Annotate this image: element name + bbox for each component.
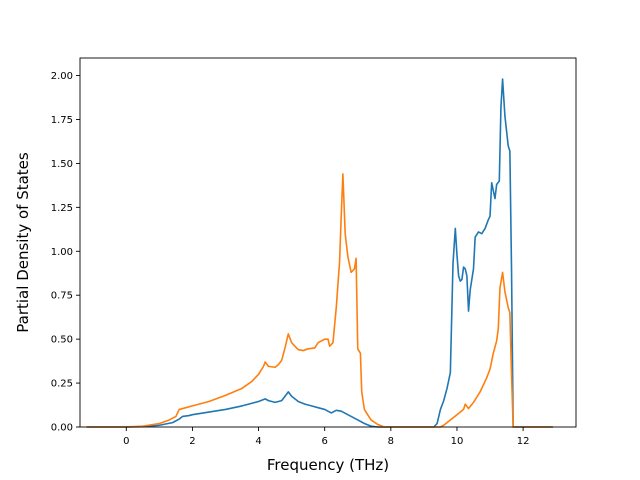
- x-tick-label: 2: [189, 436, 195, 447]
- y-axis-ticks: 0.00 0.25 0.50 0.75 1.00 1.25 1.50 1.75 2.00: [51, 71, 80, 434]
- y-tick-label: 0.75: [51, 291, 73, 302]
- x-axis-label: Frequency (THz): [267, 456, 389, 474]
- x-tick-label: 6: [322, 436, 328, 447]
- x-axis-ticks: 0 2 4 6 8 10 12: [123, 427, 529, 447]
- y-tick-label: 1.75: [51, 115, 73, 126]
- y-tick-label: 1.25: [51, 203, 73, 214]
- y-tick-label: 1.50: [51, 159, 73, 170]
- y-tick-label: 0.00: [51, 423, 73, 434]
- x-tick-label: 4: [255, 436, 261, 447]
- x-tick-label: 10: [451, 436, 464, 447]
- x-tick-label: 8: [388, 436, 394, 447]
- y-tick-label: 0.50: [51, 335, 73, 346]
- x-tick-label: 12: [517, 436, 530, 447]
- y-axis-label: Partial Density of States: [14, 152, 32, 333]
- x-tick-label: 0: [123, 436, 129, 447]
- y-tick-label: 2.00: [51, 71, 73, 82]
- series-line-2: [86, 173, 553, 428]
- y-tick-label: 1.00: [51, 247, 73, 258]
- y-tick-label: 0.25: [51, 379, 73, 390]
- plot-frame: [79, 57, 577, 428]
